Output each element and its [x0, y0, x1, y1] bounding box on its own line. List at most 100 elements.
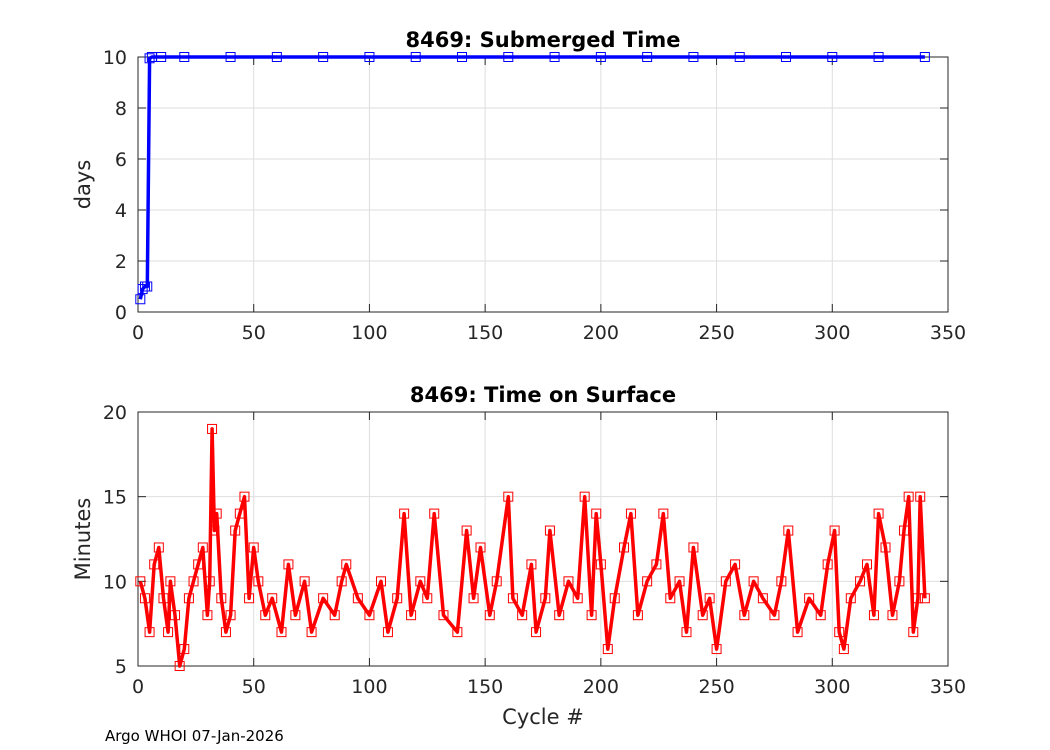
data-point	[144, 627, 155, 638]
x-tick-label: 350	[930, 676, 966, 698]
data-point	[681, 627, 692, 638]
data-point	[179, 52, 190, 62]
data-point	[544, 525, 555, 536]
data-point	[461, 525, 472, 536]
x-tick-label: 50	[242, 676, 266, 698]
data-point	[526, 559, 537, 570]
data-point	[484, 610, 495, 621]
x-tick-label: 100	[351, 322, 387, 344]
data-point	[207, 423, 218, 434]
data-point	[642, 52, 653, 62]
data-point	[894, 576, 905, 587]
data-point	[531, 627, 542, 638]
data-point	[748, 576, 759, 587]
data-point	[899, 525, 910, 536]
data-point	[244, 593, 255, 604]
data-point	[609, 593, 620, 604]
data-point	[329, 610, 340, 621]
data-point	[507, 593, 518, 604]
data-point	[202, 610, 213, 621]
data-point	[776, 576, 787, 587]
data-point	[880, 542, 891, 553]
data-point	[422, 593, 433, 604]
data-point	[919, 593, 930, 604]
data-point	[220, 627, 231, 638]
axes-box	[137, 411, 949, 667]
data-point	[554, 610, 565, 621]
data-point	[364, 610, 375, 621]
x-tick-label: 100	[351, 676, 387, 698]
data-point	[769, 610, 780, 621]
chart-title: 8469: Submerged Time	[405, 28, 680, 52]
series-line	[138, 427, 927, 668]
y-tick-label: 6	[115, 149, 127, 171]
data-point	[276, 627, 287, 638]
data-point	[734, 52, 745, 62]
data-point	[197, 542, 208, 553]
data-point	[827, 52, 838, 62]
data-point	[253, 576, 264, 587]
data-point	[704, 593, 715, 604]
data-point	[804, 593, 815, 604]
data-point	[658, 508, 669, 519]
data-point	[225, 610, 236, 621]
data-point	[267, 593, 278, 604]
data-point	[595, 52, 606, 62]
data-point	[193, 559, 204, 570]
data-point	[591, 508, 602, 519]
data-point	[491, 576, 502, 587]
data-point	[299, 576, 310, 587]
data-point	[364, 52, 375, 62]
data-point	[908, 627, 919, 638]
data-point	[757, 593, 768, 604]
data-point	[792, 627, 803, 638]
data-point	[586, 610, 597, 621]
data-point	[873, 52, 884, 62]
x-tick-label: 250	[698, 322, 734, 344]
data-point	[188, 576, 199, 587]
data-point	[165, 576, 176, 587]
data-point	[919, 52, 930, 62]
data-point	[204, 576, 215, 587]
y-tick-label: 5	[115, 656, 127, 678]
data-point	[572, 593, 583, 604]
data-point	[457, 52, 467, 62]
data-point	[503, 52, 514, 62]
data-point	[234, 508, 245, 519]
series-line	[138, 55, 925, 300]
data-point	[595, 559, 606, 570]
data-point	[170, 610, 181, 621]
data-point	[153, 542, 164, 553]
data-point	[211, 508, 222, 519]
data-point	[163, 627, 174, 638]
data-point	[665, 593, 676, 604]
data-point	[410, 52, 421, 62]
data-point	[517, 610, 528, 621]
y-tick-label: 10	[103, 571, 127, 593]
x-tick-label: 50	[242, 322, 266, 344]
data-point	[632, 610, 643, 621]
data-point	[711, 644, 722, 655]
data-point	[625, 508, 636, 519]
y-axis-label: days	[71, 160, 95, 210]
data-point	[399, 508, 410, 519]
data-point	[158, 593, 169, 604]
x-tick-label: 150	[467, 676, 503, 698]
data-point	[815, 610, 826, 621]
data-point	[503, 491, 514, 502]
data-point	[438, 610, 449, 621]
data-point	[179, 644, 190, 655]
data-point	[306, 627, 317, 638]
data-point	[549, 52, 560, 62]
data-point	[429, 508, 440, 519]
data-point	[174, 661, 185, 671]
x-axis-label: Cycle #	[502, 705, 584, 729]
x-tick-label: 200	[583, 322, 619, 344]
data-point	[271, 52, 282, 62]
x-tick-label: 300	[814, 322, 850, 344]
data-point	[781, 52, 791, 62]
data-point	[139, 593, 150, 604]
data-point	[283, 559, 294, 570]
data-point	[135, 294, 146, 305]
data-point	[688, 542, 699, 553]
